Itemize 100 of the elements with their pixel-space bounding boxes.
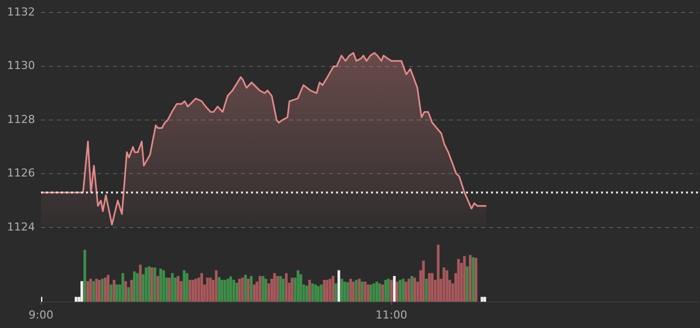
bar: [480, 296, 484, 302]
bar: [89, 278, 92, 302]
bar: [74, 296, 78, 302]
bar: [413, 278, 416, 302]
bar: [284, 273, 288, 302]
x-tick-label: 11:00: [376, 308, 408, 322]
bar: [106, 274, 110, 302]
bar: [305, 286, 308, 302]
bar: [229, 276, 232, 302]
bar: [100, 278, 104, 302]
bar: [206, 278, 209, 302]
bar: [370, 284, 372, 302]
bar: [338, 270, 340, 302]
bar: [466, 266, 469, 302]
bar: [436, 244, 440, 302]
bar: [378, 283, 381, 302]
bar: [80, 281, 84, 302]
bar: [224, 280, 226, 302]
bar: [430, 273, 434, 302]
bar: [226, 278, 230, 302]
bar: [176, 276, 180, 302]
bar: [86, 281, 90, 302]
bar: [116, 284, 118, 302]
bar: [308, 280, 311, 302]
bar: [474, 258, 478, 302]
bar: [384, 280, 387, 302]
bar: [136, 273, 139, 302]
bar: [408, 278, 410, 302]
bar: [352, 282, 355, 302]
bar: [463, 256, 466, 302]
bar: [171, 273, 174, 302]
bar: [355, 280, 358, 302]
bar: [468, 255, 472, 302]
bar: [188, 280, 192, 302]
bar: [428, 273, 431, 302]
bar: [326, 280, 328, 302]
bar: [262, 276, 264, 302]
bar: [130, 280, 133, 302]
bar: [328, 278, 332, 302]
bar: [332, 276, 334, 302]
bar: [376, 282, 378, 302]
bar: [343, 282, 346, 302]
bar: [162, 270, 165, 302]
bar: [279, 276, 282, 302]
bar: [148, 266, 150, 302]
bar: [267, 283, 270, 302]
bar: [83, 250, 86, 302]
bar: [393, 276, 396, 302]
bar: [264, 278, 268, 302]
bar: [282, 278, 285, 302]
bar: [154, 267, 156, 302]
bar: [238, 278, 241, 302]
bar: [404, 282, 408, 302]
bar: [314, 284, 317, 302]
bar: [360, 282, 364, 302]
bar: [232, 280, 236, 302]
bar: [425, 278, 428, 302]
bar: [133, 271, 136, 302]
bar: [334, 283, 338, 302]
bar: [442, 267, 446, 302]
bar: [192, 280, 194, 302]
bar: [220, 280, 224, 302]
bar: [402, 278, 404, 302]
bar: [317, 286, 320, 302]
bar: [340, 278, 344, 302]
x-tick-label: 9:00: [28, 308, 54, 322]
bar: [372, 283, 376, 302]
bar: [273, 273, 276, 302]
bar: [276, 276, 279, 302]
y-tick-label: 1130: [7, 59, 35, 72]
bar: [150, 267, 154, 302]
bar: [92, 281, 95, 302]
bar: [472, 257, 475, 302]
bar: [218, 277, 221, 302]
bar: [112, 280, 116, 302]
bar: [244, 274, 247, 302]
bar: [296, 270, 300, 302]
bar: [127, 287, 130, 302]
bar: [110, 284, 112, 302]
bar: [358, 278, 361, 302]
bar: [422, 260, 425, 302]
bar: [121, 273, 124, 302]
bar: [387, 278, 390, 302]
bar: [246, 278, 250, 302]
bar: [235, 282, 238, 302]
bar: [320, 284, 323, 302]
bar: [258, 276, 262, 302]
bar: [366, 284, 370, 302]
bar: [98, 280, 101, 302]
bar: [398, 280, 402, 302]
bar: [364, 282, 366, 302]
bar: [168, 278, 171, 302]
bar: [410, 276, 414, 302]
bar: [396, 282, 399, 302]
bar: [252, 284, 256, 302]
bar: [322, 280, 326, 302]
bar: [95, 278, 98, 302]
bar: [250, 276, 253, 302]
bar: [346, 282, 349, 302]
bar: [209, 278, 212, 302]
